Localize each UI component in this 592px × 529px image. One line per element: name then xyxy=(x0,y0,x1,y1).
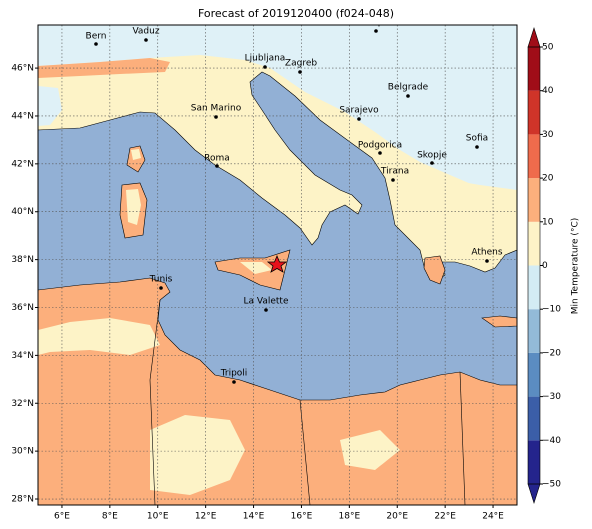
city-dots xyxy=(94,29,489,384)
colorbar-band xyxy=(528,221,540,266)
crete xyxy=(481,315,517,328)
city-label: La Valette xyxy=(244,297,289,307)
colorbar: −50 −40 −30 −20 −10 0 10 20 30 40 50 xyxy=(527,27,561,504)
colorbar-tick-label: −40 xyxy=(542,436,561,446)
x-tick-label: 10°E xyxy=(147,512,169,522)
land-mild xyxy=(395,180,517,262)
city-label: Tunis xyxy=(149,275,173,285)
x-tick-label: 24°E xyxy=(482,512,504,522)
star-marker xyxy=(266,254,288,273)
city-label: Sarajevo xyxy=(339,106,379,116)
city-dot xyxy=(374,29,378,33)
land-mild xyxy=(131,149,141,160)
city-label: Tirana xyxy=(380,167,409,177)
colorbar-band xyxy=(528,178,540,222)
y-tick-label: 46°N xyxy=(11,64,34,74)
city-dot xyxy=(475,145,479,149)
colorbar-band xyxy=(528,396,540,441)
city-label: Podgorica xyxy=(358,141,402,151)
x-tick-label: 6°E xyxy=(54,512,70,522)
colorbar-band xyxy=(528,134,540,179)
colorbar-band xyxy=(528,265,540,310)
border xyxy=(149,299,161,505)
colorbar-tick-label: 20 xyxy=(542,174,554,184)
city-dot xyxy=(264,308,268,312)
colorbar-tick-label: 10 xyxy=(542,217,554,227)
colorbar-tick-label: −20 xyxy=(542,348,561,358)
city-label: Roma xyxy=(204,154,230,164)
y-tick-label: 44°N xyxy=(11,111,34,121)
colorbar-label: Min Temperature (°C) xyxy=(571,218,581,315)
colorbar-tick-label: 0 xyxy=(542,261,548,271)
colorbar-tick-label: 50 xyxy=(542,43,554,53)
y-tick-label: 36°N xyxy=(11,303,34,313)
border xyxy=(459,371,466,505)
colorbar-band xyxy=(528,440,540,484)
y-tick-label: 34°N xyxy=(11,351,34,361)
x-tick-label: 20°E xyxy=(386,512,408,522)
city-dot xyxy=(263,65,267,69)
colorbar-band xyxy=(528,352,540,397)
y-tick-label: 30°N xyxy=(11,447,34,457)
colorbar-tick-label: 30 xyxy=(542,130,554,140)
colorbar-extend-bottom xyxy=(527,483,541,504)
map-frame xyxy=(37,24,518,506)
land-mild xyxy=(126,189,141,225)
city-dot xyxy=(232,380,236,384)
city-dot xyxy=(144,38,148,42)
colorbar-tick-label: −10 xyxy=(542,305,561,315)
city-label: Vaduz xyxy=(132,27,159,37)
colorbar-tick-label: 40 xyxy=(542,86,554,96)
city-label: Bern xyxy=(86,32,107,42)
y-tick-label: 28°N xyxy=(11,495,34,505)
colorbar-band xyxy=(528,47,540,91)
y-tick-label: 32°N xyxy=(11,399,34,409)
land-cold xyxy=(38,25,517,200)
colorbar-band xyxy=(528,90,540,135)
city-label: Zagreb xyxy=(285,59,317,69)
x-tick-label: 8°E xyxy=(102,512,118,522)
land-mild xyxy=(240,262,272,274)
city-dot xyxy=(159,286,163,290)
city-label: Skopje xyxy=(417,151,447,161)
x-tick-label: 14°E xyxy=(243,512,265,522)
city-dot xyxy=(357,117,361,121)
city-dot xyxy=(298,70,302,74)
x-tick-label: 22°E xyxy=(434,512,456,522)
city-label: Sofia xyxy=(466,134,488,144)
city-dot xyxy=(215,164,219,168)
title: Forecast of 2019120400 (f024-048) xyxy=(198,7,394,20)
colorbar-tick-label: −50 xyxy=(542,480,561,490)
city-label: Belgrade xyxy=(388,83,429,93)
land-mild xyxy=(340,430,400,470)
land-mild xyxy=(150,415,245,495)
x-tick-label: 16°E xyxy=(291,512,313,522)
y-tick-label: 40°N xyxy=(11,207,34,217)
land-warm xyxy=(423,255,446,285)
city-label: Tripoli xyxy=(220,369,248,379)
grid xyxy=(38,25,517,505)
x-tick-label: 18°E xyxy=(339,512,361,522)
city-label: San Marino xyxy=(191,104,242,114)
city-dot xyxy=(430,161,434,165)
city-dot xyxy=(94,42,98,46)
city-dot xyxy=(485,259,489,263)
city-dot xyxy=(378,151,382,155)
land-mild xyxy=(38,318,160,355)
x-tick-label: 12°E xyxy=(195,512,217,522)
city-label: Athens xyxy=(471,248,502,258)
colorbar-extend-top xyxy=(527,27,541,48)
city-dot xyxy=(406,94,410,98)
y-tick-label: 42°N xyxy=(11,159,34,169)
y-tick-label: 38°N xyxy=(11,255,34,265)
colorbar-band xyxy=(528,309,540,353)
city-label: Ljubljana xyxy=(245,54,286,64)
map: Bern Vaduz Budapest Ljubljana Zagreb San… xyxy=(38,18,517,505)
land-warm xyxy=(38,58,170,78)
city-dot xyxy=(214,115,218,119)
city-dot xyxy=(391,178,395,182)
colorbar-tick-label: −30 xyxy=(542,392,561,402)
city-label: Budapest xyxy=(355,18,398,28)
